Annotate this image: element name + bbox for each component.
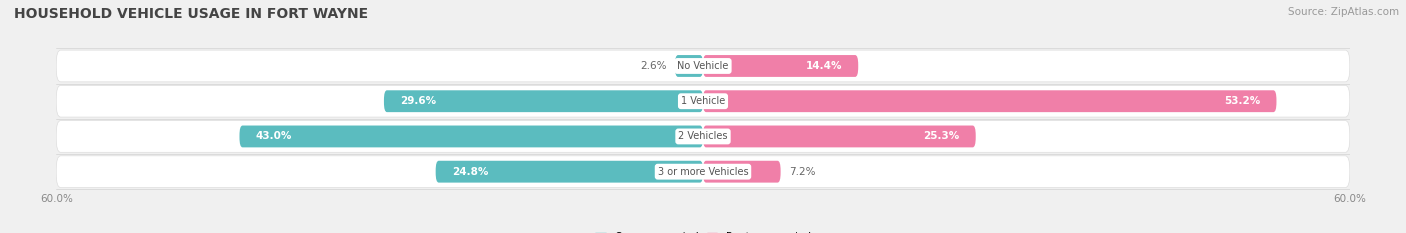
FancyBboxPatch shape [56, 121, 1350, 152]
FancyBboxPatch shape [56, 85, 1350, 117]
FancyBboxPatch shape [703, 90, 1277, 112]
FancyBboxPatch shape [384, 90, 703, 112]
Legend: Owner-occupied, Renter-occupied: Owner-occupied, Renter-occupied [591, 228, 815, 233]
FancyBboxPatch shape [436, 161, 703, 183]
Text: 3 or more Vehicles: 3 or more Vehicles [658, 167, 748, 177]
FancyBboxPatch shape [703, 55, 858, 77]
Text: 24.8%: 24.8% [451, 167, 488, 177]
Text: 29.6%: 29.6% [401, 96, 436, 106]
Text: Source: ZipAtlas.com: Source: ZipAtlas.com [1288, 7, 1399, 17]
FancyBboxPatch shape [703, 161, 780, 183]
Text: 25.3%: 25.3% [924, 131, 959, 141]
Text: 7.2%: 7.2% [789, 167, 815, 177]
Text: HOUSEHOLD VEHICLE USAGE IN FORT WAYNE: HOUSEHOLD VEHICLE USAGE IN FORT WAYNE [14, 7, 368, 21]
FancyBboxPatch shape [56, 50, 1350, 82]
FancyBboxPatch shape [239, 126, 703, 147]
Text: 14.4%: 14.4% [806, 61, 842, 71]
Text: 2 Vehicles: 2 Vehicles [678, 131, 728, 141]
Text: 43.0%: 43.0% [256, 131, 292, 141]
FancyBboxPatch shape [703, 126, 976, 147]
Text: 2.6%: 2.6% [640, 61, 666, 71]
FancyBboxPatch shape [675, 55, 703, 77]
Text: 53.2%: 53.2% [1225, 96, 1260, 106]
Text: 1 Vehicle: 1 Vehicle [681, 96, 725, 106]
Text: No Vehicle: No Vehicle [678, 61, 728, 71]
FancyBboxPatch shape [56, 156, 1350, 188]
